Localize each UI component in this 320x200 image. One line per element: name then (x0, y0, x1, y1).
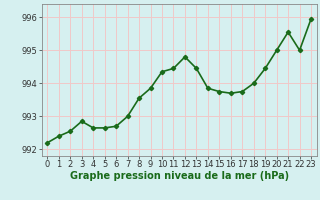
X-axis label: Graphe pression niveau de la mer (hPa): Graphe pression niveau de la mer (hPa) (70, 171, 289, 181)
